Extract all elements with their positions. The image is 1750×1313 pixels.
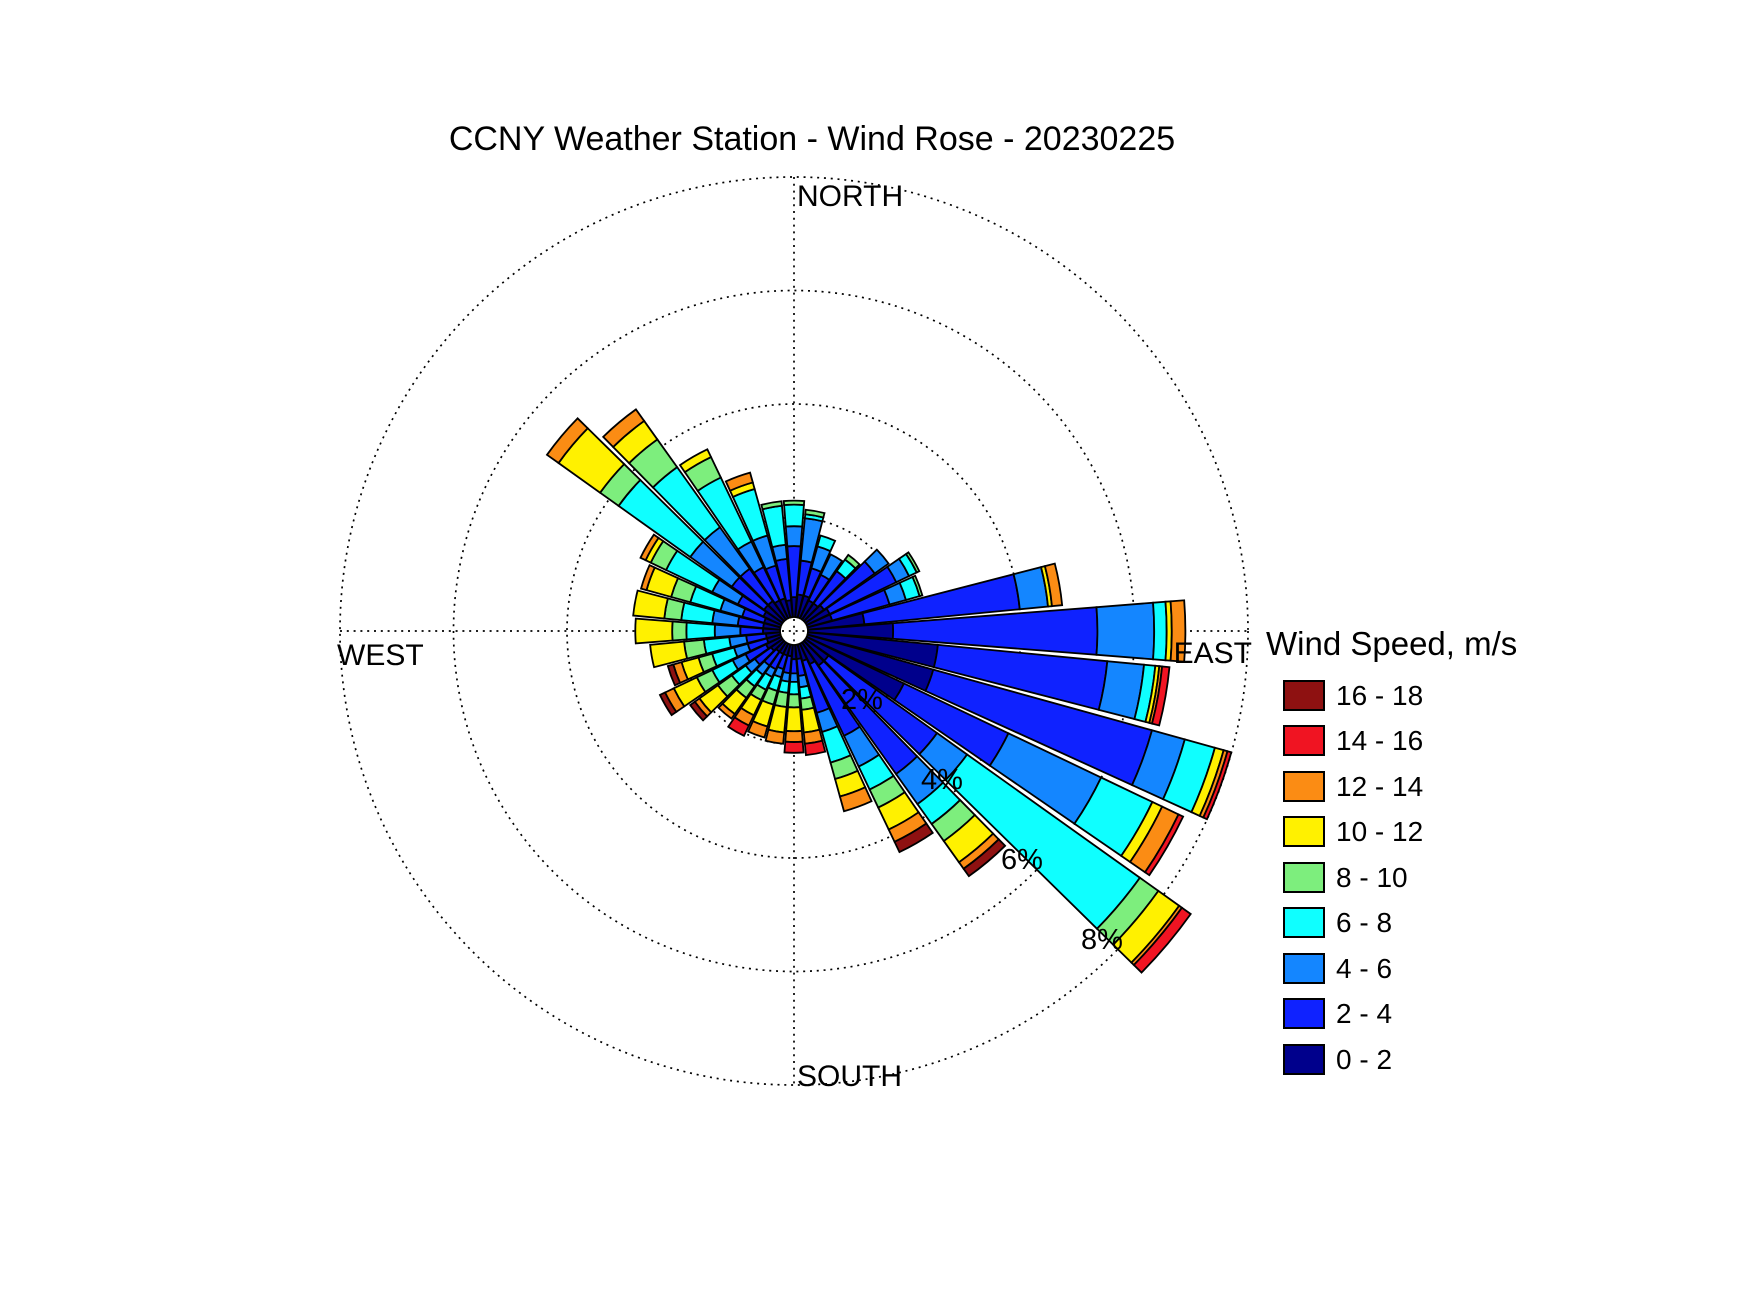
compass-label-east: EAST	[1174, 637, 1252, 670]
petal-260deg-bin-10-12	[649, 640, 689, 669]
legend-item: 10 - 12	[1283, 816, 1423, 847]
legend-item: 6 - 8	[1283, 907, 1392, 938]
petal-290deg-bin-12-14	[639, 563, 656, 592]
petal-0deg-bin-8-10	[782, 499, 806, 506]
legend-item: 0 - 2	[1283, 1044, 1392, 1075]
petal-200deg-bin-12-14	[746, 720, 769, 739]
petal-310deg-bin-12-14	[545, 417, 589, 465]
petal-10deg-bin-8-10	[804, 508, 826, 519]
petal-180deg-bin-12-14	[784, 729, 804, 743]
petal-300deg-bin-12-14	[639, 533, 660, 562]
petal-220deg-bin-12-14	[717, 702, 737, 720]
petal-330deg-bin-10-12	[678, 448, 713, 474]
petal-180deg-bin-4-6	[789, 672, 799, 683]
petal-170deg-bin-14-16	[803, 739, 827, 757]
ring-label-4pct: 4%	[921, 764, 963, 796]
petal-190deg-bin-12-14	[764, 728, 786, 745]
petal-50deg-bin-4-6	[863, 548, 890, 575]
legend-swatch-16-18	[1283, 680, 1325, 711]
legend-label-10-12: 10 - 12	[1336, 816, 1423, 847]
petal-70deg-bin-8-10	[911, 574, 924, 598]
compass-label-south: SOUTH	[797, 1060, 902, 1093]
legend-label-6-8: 6 - 8	[1336, 907, 1392, 938]
legend-item: 8 - 10	[1283, 862, 1408, 893]
legend-swatch-6-8	[1283, 907, 1325, 938]
legend-label-12-14: 12 - 14	[1336, 771, 1423, 802]
petal-210deg-bin-14-16	[726, 716, 751, 738]
petal-90deg-bin-12-14	[1169, 599, 1187, 663]
legend: Wind Speed, m/s 16 - 18 14 - 16 12 - 14 …	[1266, 625, 1517, 1075]
ring-label-8pct: 8%	[1081, 924, 1123, 956]
petal-230deg-bin-16-18	[688, 700, 709, 722]
petal-30deg-bin-4-6	[819, 553, 844, 581]
petal-340deg-bin-12-14	[724, 471, 754, 492]
petal-150deg-bin-16-18	[893, 822, 935, 854]
chart-title: CCNY Weather Station - Wind Rose - 20230…	[449, 120, 1175, 158]
petal-180deg-bin-6-8	[788, 680, 800, 696]
petal-270deg-bin-8-10	[671, 620, 688, 642]
petal-80deg-bin-12-14	[1043, 562, 1064, 608]
petal-350deg-bin-8-10	[760, 500, 783, 511]
legend-label-0-2: 0 - 2	[1336, 1044, 1392, 1075]
petal-270deg-bin-6-8	[685, 621, 716, 641]
legend-item: 2 - 4	[1283, 998, 1392, 1029]
legend-item: 4 - 6	[1283, 953, 1392, 984]
legend-item: 12 - 14	[1283, 771, 1423, 802]
petal-250deg-bin-16-18	[666, 663, 682, 687]
legend-swatch-12-14	[1283, 771, 1325, 802]
grid-ring-8pct	[339, 176, 1249, 1086]
legend-item: 16 - 18	[1283, 680, 1423, 711]
petal-270deg-bin-10-12	[634, 617, 674, 645]
petal-180deg-bin-8-10	[787, 693, 801, 709]
legend-label-4-6: 4 - 6	[1336, 953, 1392, 984]
petal-320deg-bin-12-14	[601, 408, 646, 449]
wind-rose-petals	[545, 408, 1233, 974]
petal-90deg-bin-4-6	[1095, 601, 1156, 661]
petal-130deg-bin-14-16	[1132, 906, 1192, 974]
petal-60deg-bin-8-10	[904, 551, 921, 574]
ring-label-6pct: 6%	[1001, 844, 1043, 876]
legend-swatch-0-2	[1283, 1044, 1325, 1075]
legend-label-2-4: 2 - 4	[1336, 998, 1392, 1029]
legend-title: Wind Speed, m/s	[1266, 625, 1517, 662]
legend-label-8-10: 8 - 10	[1336, 862, 1408, 893]
legend-label-16-18: 16 - 18	[1336, 680, 1423, 711]
petal-100deg-bin-14-16	[1150, 665, 1171, 727]
petal-110deg-bin-14-16	[1202, 750, 1233, 821]
compass-label-west: WEST	[337, 639, 424, 672]
legend-swatch-8-10	[1283, 862, 1325, 893]
legend-swatch-10-12	[1283, 816, 1325, 847]
legend-label-14-16: 14 - 16	[1336, 725, 1423, 756]
legend-swatch-14-16	[1283, 725, 1325, 756]
petal-160deg-bin-12-14	[838, 786, 873, 813]
petal-20deg-bin-6-8	[816, 534, 837, 553]
legend-item: 14 - 16	[1283, 725, 1423, 756]
petal-140deg-bin-16-18	[962, 838, 1007, 878]
petal-90deg-bin-6-8	[1152, 600, 1168, 662]
petal-180deg-bin-14-16	[783, 740, 805, 754]
legend-swatch-4-6	[1283, 953, 1325, 984]
petal-0deg-bin-4-6	[784, 525, 804, 548]
compass-label-north: NORTH	[797, 180, 903, 213]
petal-40deg-bin-8-10	[843, 553, 861, 570]
petal-270deg-bin-4-6	[713, 623, 742, 639]
petal-180deg-bin-10-12	[785, 706, 803, 733]
petal-0deg-bin-6-8	[783, 503, 805, 528]
petal-280deg-bin-10-12	[632, 589, 669, 620]
petal-240deg-bin-16-18	[658, 691, 678, 717]
legend-swatch-2-4	[1283, 998, 1325, 1029]
ring-label-2pct: 2%	[841, 684, 883, 716]
petal-120deg-bin-14-16	[1143, 813, 1185, 877]
